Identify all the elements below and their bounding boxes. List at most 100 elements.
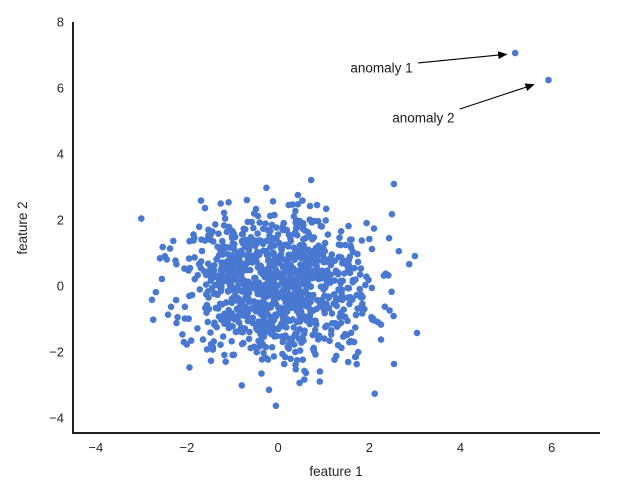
scatter-point [156,254,164,262]
scatter-point [292,207,299,215]
scatter-point [220,242,227,250]
scatter-point [366,235,373,243]
scatter-point [281,353,289,361]
scatter-point [221,215,229,222]
scatter-point [217,341,224,349]
scatter-point [230,276,238,283]
scatter-point [228,338,235,345]
scatter-point [291,294,299,301]
scatter-point [317,283,325,291]
scatter-point [354,305,361,312]
scatter-point [228,299,236,307]
scatter-point [345,222,352,230]
scatter-point [334,269,342,276]
scatter-point [265,386,273,394]
scatter-point [262,220,269,227]
scatter-point [294,201,302,208]
scatter-point [245,279,253,287]
scatter-point [271,242,278,249]
x-tick-label: 0 [275,440,282,455]
scatter-point [174,313,181,321]
scatter-point [232,313,240,321]
scatter-point [191,254,198,261]
scatter-point [293,268,300,276]
scatter-point [207,357,215,365]
scatter-point [385,234,393,242]
scatter-point [208,275,215,282]
scatter-point [244,317,252,325]
scatter-point [167,303,175,311]
y-tick-label: 8 [57,15,64,30]
scatter-point [197,197,205,204]
scatter-point [279,338,287,346]
scatter-point [185,267,192,274]
scatter-point [247,344,254,352]
scatter-point [296,379,303,387]
scatter-point [202,271,210,279]
scatter-point [271,298,278,306]
scatter-point [353,291,360,299]
scatter-point [259,225,267,232]
scatter-point [356,271,364,278]
scatter-point [321,309,329,317]
scatter-point [346,253,354,260]
scatter-point [345,284,353,292]
scatter-point [241,325,249,332]
scatter-point [255,251,263,258]
scatter-point [269,285,277,293]
scatter-point [371,390,379,398]
scatter-point [244,218,251,226]
x-axis-label: feature 1 [309,464,362,479]
scatter-point [262,354,270,362]
annotation-label-1: anomaly 1 [350,61,412,76]
scatter-point [365,276,372,284]
scatter-point [338,344,345,352]
scatter-point [225,324,233,332]
scatter-point [218,282,225,290]
scatter-point [212,281,219,289]
x-tick-label: −4 [88,440,103,455]
scatter-point [258,335,265,342]
scatter-point [230,294,237,301]
scatter-point [245,335,253,343]
scatter-point [220,222,228,229]
scatter-point [220,209,228,217]
scatter-point [343,331,351,339]
scatter-point [309,317,317,325]
scatter-point [201,237,209,244]
y-axis-label: feature 2 [15,201,30,254]
scatter-point [279,226,286,233]
scatter-point [270,250,278,258]
scatter-point [338,288,346,295]
scatter-point [230,231,238,238]
scatter-point [300,337,307,344]
scatter-point [234,250,242,257]
scatter-point [225,251,232,258]
scatter-point [293,284,300,291]
scatter-point [215,313,223,320]
scatter-point [272,402,280,410]
scatter-point [237,262,245,270]
x-tick-label: 2 [366,440,373,455]
scatter-point [322,205,330,213]
scatter-point [221,310,228,318]
scatter-point [349,248,357,256]
y-tick-label: 0 [57,279,64,294]
scatter-point [285,231,293,238]
scatter-point [280,219,288,227]
scatter-point [252,283,260,291]
scatter-point [280,295,288,302]
scatter-point [362,281,369,289]
scatter-point [259,270,266,278]
scatter-point [390,360,398,368]
scatter-point [230,260,238,268]
scatter-point [304,228,312,236]
scatter-point [244,255,251,262]
scatter-point [194,325,201,332]
scatter-point [354,348,362,356]
scatter-point [358,237,366,244]
scatter-point [283,308,291,316]
scatter-point [202,281,210,288]
scatter-point [262,247,270,255]
scatter-point [293,357,301,364]
